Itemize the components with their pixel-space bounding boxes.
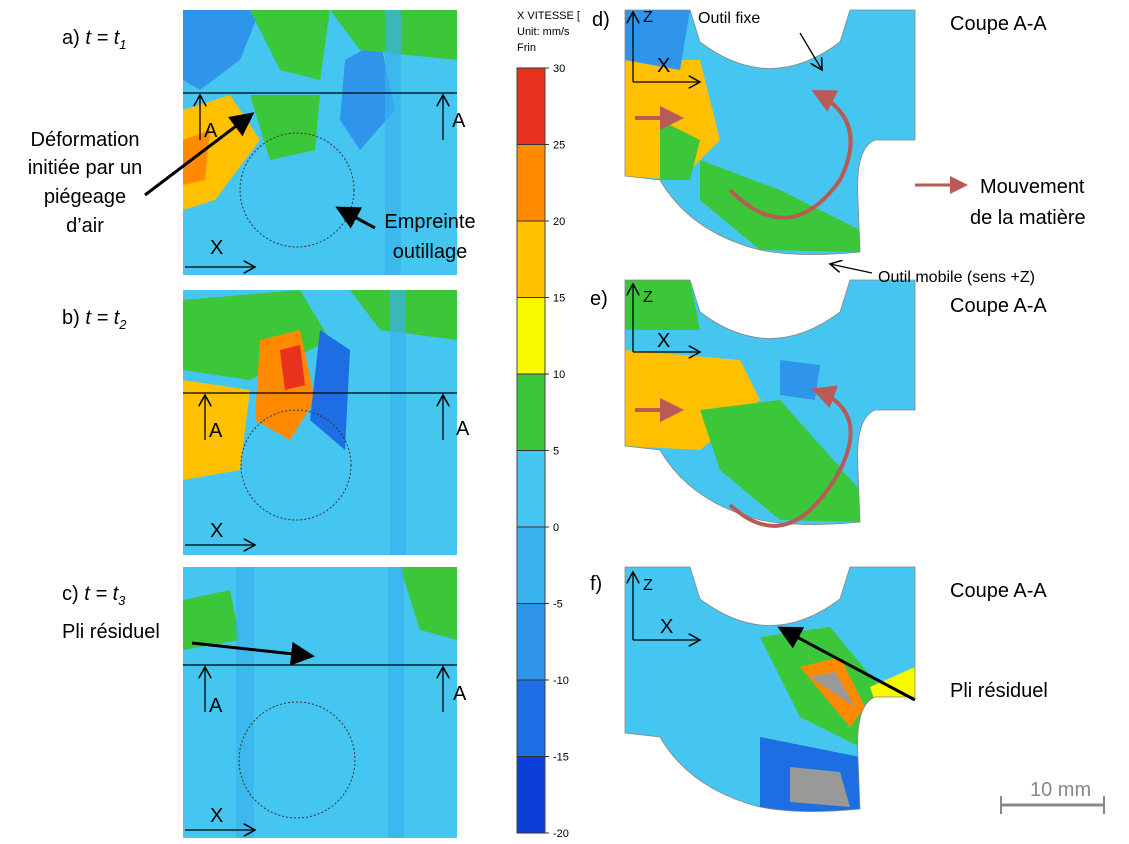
axis-label: Z (643, 289, 653, 306)
arrow (191, 641, 315, 666)
color-band (517, 450, 545, 527)
axis-label: X (660, 616, 673, 638)
colorbar-header: Frin (517, 42, 536, 54)
tick-label: 5 (553, 446, 559, 458)
annotation: Pli résiduel (950, 680, 1048, 702)
annotation: piégeage (44, 186, 126, 208)
section-label: A (209, 420, 223, 442)
annotation: Outil mobile (sens +Z) (878, 269, 1035, 286)
section-title: Coupe A-A (950, 295, 1047, 317)
panel-label: d) (592, 9, 610, 31)
legend-text: Mouvement (980, 176, 1085, 198)
axis-label: Z (643, 577, 653, 594)
image-b (183, 290, 457, 555)
panel-label: b) t = t2 (62, 307, 127, 332)
colorbar-header: Unit: mm/s (517, 26, 570, 38)
color-band (517, 756, 545, 833)
section-label: A (204, 120, 218, 142)
annotation: Déformation (31, 129, 140, 151)
section-title: Coupe A-A (950, 13, 1047, 35)
color-band (517, 68, 545, 145)
color-band (517, 527, 545, 604)
scale-bar-label: 10 mm (1030, 779, 1091, 801)
panel-label: e) (590, 288, 608, 310)
section-label: A (209, 695, 223, 717)
tick-label: 30 (553, 63, 565, 75)
annotation: initiée par un (28, 157, 143, 179)
legend-text: de la matière (970, 207, 1086, 229)
section-markers (183, 92, 457, 830)
section-title: Coupe A-A (950, 580, 1047, 602)
arrow (144, 112, 255, 197)
axis-label: X (210, 520, 223, 542)
color-band (517, 144, 545, 221)
axis-label: Z (643, 9, 653, 26)
axis-label: X (657, 330, 670, 352)
section-label: A (452, 110, 466, 132)
tick-label: -10 (553, 675, 569, 687)
color-band (517, 297, 545, 374)
panel-label: c) t = t3 (62, 583, 126, 608)
annotation: Outil fixe (698, 10, 760, 27)
tick-label: 20 (553, 216, 565, 228)
tick-label: 10 (553, 369, 565, 381)
image-a (183, 10, 457, 275)
image-c (183, 567, 457, 838)
tick-label: 15 (553, 293, 565, 305)
tick-label: -20 (553, 828, 569, 840)
section-label: A (456, 418, 470, 440)
annotation: Pli résiduel (62, 621, 160, 643)
section-f (624, 566, 916, 813)
colorbar: X VITESSE [ Unit: mm/s Frin -20 -15 -10 -5 0… (516, 10, 580, 840)
tick-label: 0 (553, 522, 559, 534)
annotation: Empreinte (384, 211, 475, 233)
axis-label: X (657, 55, 670, 77)
right-axes (633, 12, 1105, 814)
tick-label: 25 (553, 140, 565, 152)
color-band (517, 680, 545, 757)
section-label: A (453, 683, 467, 705)
tick-label: -5 (553, 599, 563, 611)
colorbar-header: X VITESSE [ (517, 10, 580, 22)
axis-label: X (210, 237, 223, 259)
panel-label: a) t = t1 (62, 27, 127, 52)
axis-label: X (210, 805, 223, 827)
annotation: outillage (393, 241, 468, 263)
panel-label: f) (590, 573, 602, 595)
arrow (335, 206, 376, 230)
section-e (624, 279, 916, 526)
tick-label: -15 (553, 752, 569, 764)
color-band (517, 221, 545, 298)
color-band (517, 603, 545, 680)
annotation: d’air (66, 215, 104, 237)
color-band (517, 374, 545, 451)
